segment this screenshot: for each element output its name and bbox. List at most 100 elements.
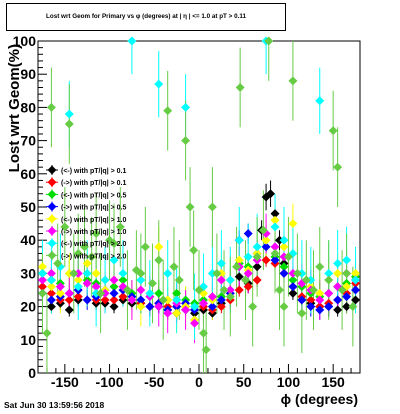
data-point: [37, 288, 48, 298]
data-point: [189, 302, 200, 312]
data-point: [216, 258, 226, 268]
x-tick-label: -50: [144, 374, 164, 390]
data-point: [163, 308, 173, 318]
data-point: [181, 102, 191, 112]
data-point: [315, 305, 325, 315]
data-point: [73, 282, 83, 292]
data-point: [207, 292, 217, 302]
data-point: [100, 295, 110, 305]
y-tick-label: 30: [20, 265, 36, 281]
data-point: [118, 268, 128, 278]
data-point: [308, 285, 319, 295]
data-point: [64, 109, 74, 119]
data-point: [46, 282, 56, 292]
data-point: [248, 302, 258, 312]
data-point: [136, 268, 146, 278]
y-tick-label: 100: [13, 33, 37, 49]
data-point: [55, 282, 65, 292]
data-point: [46, 302, 56, 312]
data-point: [261, 255, 271, 265]
data-point: [288, 76, 298, 86]
data-point: [252, 275, 262, 285]
data-point: [91, 268, 101, 278]
legend-marker: [47, 202, 57, 212]
data-point: [333, 305, 343, 315]
data-point: [140, 242, 150, 252]
data-point: [225, 275, 235, 285]
data-point: [288, 219, 298, 229]
data-point: [53, 258, 63, 268]
data-point: [315, 295, 325, 305]
data-point: [207, 202, 217, 212]
data-point: [297, 308, 307, 318]
data-point: [198, 328, 209, 338]
data-point: [127, 36, 137, 46]
data-point: [324, 288, 334, 298]
data-point: [243, 282, 253, 292]
data-point: [37, 275, 48, 285]
legend-label: (->) with pT/|q| > 1.0: [61, 229, 126, 236]
data-point: [279, 302, 289, 312]
data-point: [46, 275, 56, 285]
data-point: [306, 302, 316, 312]
data-point: [225, 292, 235, 302]
data-point: [264, 36, 274, 46]
data-point: [181, 136, 191, 146]
data-point: [232, 262, 242, 272]
data-point: [292, 268, 302, 278]
data-point: [91, 229, 101, 239]
data-point: [270, 222, 280, 232]
data-point: [64, 288, 74, 298]
data-point: [234, 272, 244, 282]
x-tick-label: 150: [321, 374, 345, 390]
data-point: [69, 268, 79, 278]
data-point: [279, 268, 289, 278]
y-tick-label: 60: [20, 166, 36, 182]
y-tick-label: 40: [20, 232, 36, 248]
data-point: [154, 242, 164, 252]
data-point: [324, 275, 334, 285]
data-point: [261, 242, 271, 252]
data-point: [240, 275, 251, 285]
data-point: [219, 285, 229, 295]
data-point: [270, 248, 280, 259]
data-point: [333, 268, 343, 278]
data-point: [333, 162, 343, 172]
x-axis-label: ϕ (degrees): [281, 391, 358, 407]
x-tick-label: 0: [195, 374, 203, 390]
y-tick-label: 20: [20, 299, 36, 315]
data-point: [60, 222, 70, 232]
y-tick-label: 10: [20, 332, 36, 348]
data-point: [216, 275, 226, 285]
data-point: [145, 288, 155, 298]
data-point: [216, 295, 226, 305]
data-point: [154, 79, 164, 89]
data-point: [243, 268, 253, 278]
y-tick-label: 70: [20, 133, 36, 149]
data-point: [100, 275, 110, 285]
y-tick-label: 90: [20, 66, 36, 82]
data-point: [82, 278, 92, 288]
data-point: [333, 295, 343, 305]
data-point: [181, 305, 191, 315]
data-point: [350, 275, 361, 285]
data-point: [46, 295, 56, 305]
timestamp-footer: Sat Jun 30 13:59:56 2018: [4, 400, 105, 410]
data-point: [37, 268, 48, 278]
data-point: [189, 318, 200, 328]
data-point: [283, 252, 293, 262]
data-point: [185, 202, 195, 212]
legend-marker: [47, 226, 57, 236]
data-point: [207, 302, 217, 312]
legend-label: (<-) with pT/|q| > 1.0: [61, 217, 126, 224]
data-point: [301, 275, 311, 285]
data-point: [109, 288, 119, 298]
y-tick-label: 50: [20, 199, 36, 215]
data-point: [350, 295, 361, 305]
data-point: [82, 295, 92, 305]
data-point: [87, 252, 97, 262]
data-point: [131, 265, 141, 275]
y-axis-label: Lost wrt Geom(%): [6, 44, 23, 172]
